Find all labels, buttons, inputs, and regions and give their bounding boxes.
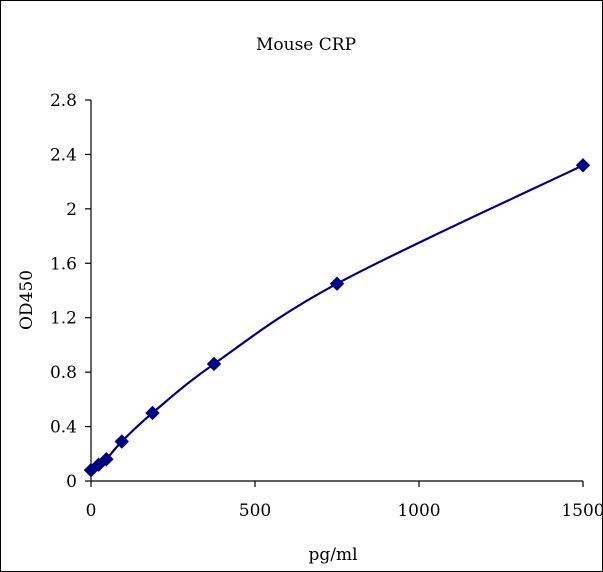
y-tick-label: 0.4	[50, 418, 77, 438]
y-axis-label: OD450	[17, 270, 37, 330]
data-point-marker	[206, 356, 222, 372]
y-tick-label: 0.8	[50, 363, 77, 383]
x-tick-label: 0	[86, 501, 97, 521]
y-tick-label: 2.4	[50, 145, 77, 165]
fit-curve	[90, 164, 584, 472]
x-tick-label: 1000	[397, 501, 440, 521]
data-point-marker	[114, 434, 129, 449]
y-tick-label: 2	[66, 200, 77, 220]
y-axis-ticks: 0 0.4 0.8 1.2 1.6 2 2.4 2.8	[50, 91, 91, 492]
y-tick-label: 1.6	[50, 254, 77, 274]
data-point-marker	[145, 405, 160, 421]
data-point-marker	[99, 452, 114, 467]
chart-title: Mouse CRP	[256, 35, 356, 55]
x-axis-label: pg/ml	[308, 545, 357, 565]
y-tick-label: 0	[66, 472, 77, 492]
data-point-marker	[329, 276, 345, 291]
x-tick-label: 500	[239, 501, 271, 521]
axes	[90, 100, 583, 482]
y-tick-label: 2.8	[50, 91, 77, 111]
x-axis-ticks: 0 500 1000 1500	[86, 481, 603, 521]
x-tick-label: 1500	[561, 501, 603, 521]
data-point-marker	[575, 158, 591, 173]
data-points	[83, 158, 591, 478]
y-tick-label: 1.2	[50, 309, 77, 329]
